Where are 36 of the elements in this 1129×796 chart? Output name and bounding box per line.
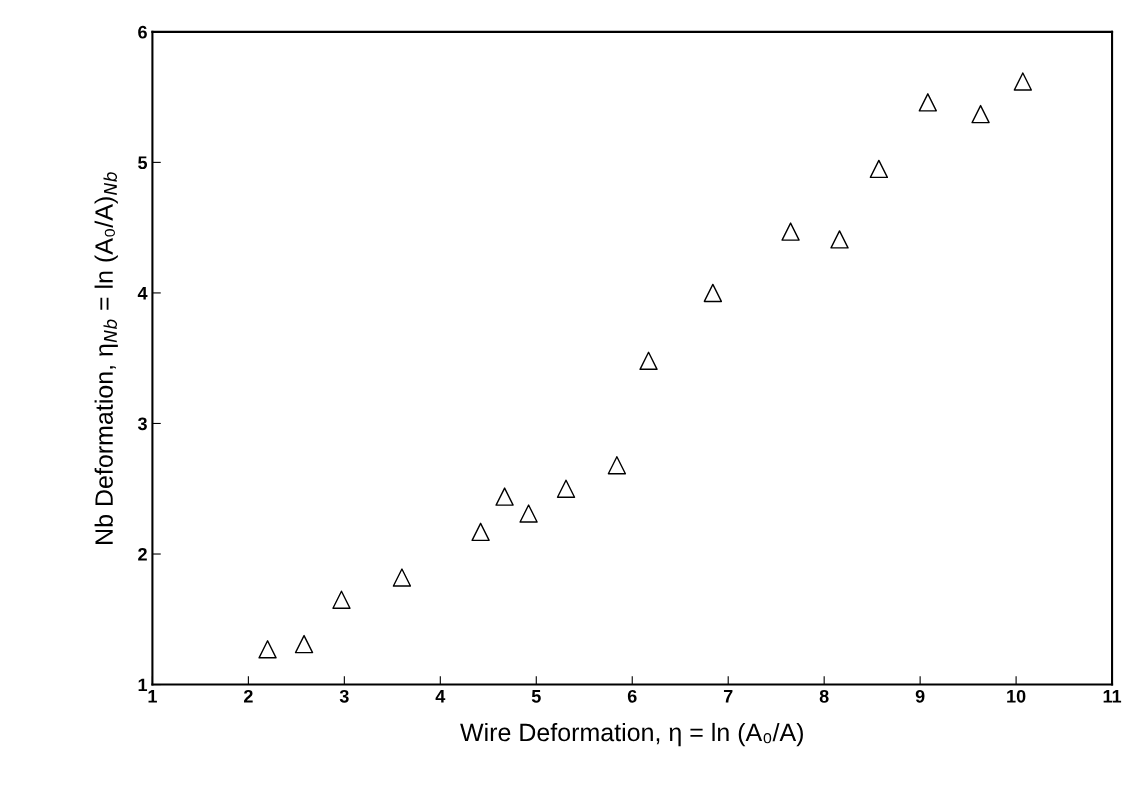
x-tick-label: 11 (1103, 690, 1122, 703)
point (781, 222, 800, 241)
point (830, 230, 849, 249)
x-tick-label: 6 (627, 689, 637, 703)
point (294, 634, 314, 654)
x-tick-label: 5 (531, 690, 541, 703)
point (556, 479, 576, 498)
point (392, 568, 412, 587)
y-tick-label: 6 (138, 25, 147, 39)
x-tick-label: 7 (723, 690, 733, 703)
x-tick-label: 1 (148, 690, 157, 703)
point (1013, 72, 1033, 91)
y-tick-label: 2 (138, 547, 147, 561)
x-axis-title: Wire Deformation, η = ln (A₀/A) (460, 722, 803, 747)
point (258, 640, 277, 659)
point (519, 504, 538, 523)
y-tick-label: 4 (137, 287, 148, 300)
y-axis-title: Nb Deformation, η$_{Nb}$ = ln (A₀/A)$_{Nb}$ (94, 172, 118, 544)
x-tick-label: 4 (435, 690, 446, 703)
x-tick-label: 3 (339, 689, 349, 703)
y-tick-label: 3 (137, 417, 147, 431)
y-tick-label: 5 (138, 156, 148, 170)
point (869, 159, 889, 179)
point (471, 522, 490, 542)
x-tick-label: 10 (1007, 689, 1026, 703)
point (495, 487, 514, 506)
point (703, 283, 723, 303)
point (971, 104, 990, 124)
point (332, 590, 351, 609)
y-tick-label: 1 (138, 678, 148, 692)
point (607, 456, 627, 475)
point (639, 351, 658, 371)
x-tick-label: 2 (243, 689, 253, 703)
x-tick-label: 8 (819, 689, 829, 703)
x-tick-label: 9 (915, 689, 925, 703)
point (918, 93, 938, 112)
